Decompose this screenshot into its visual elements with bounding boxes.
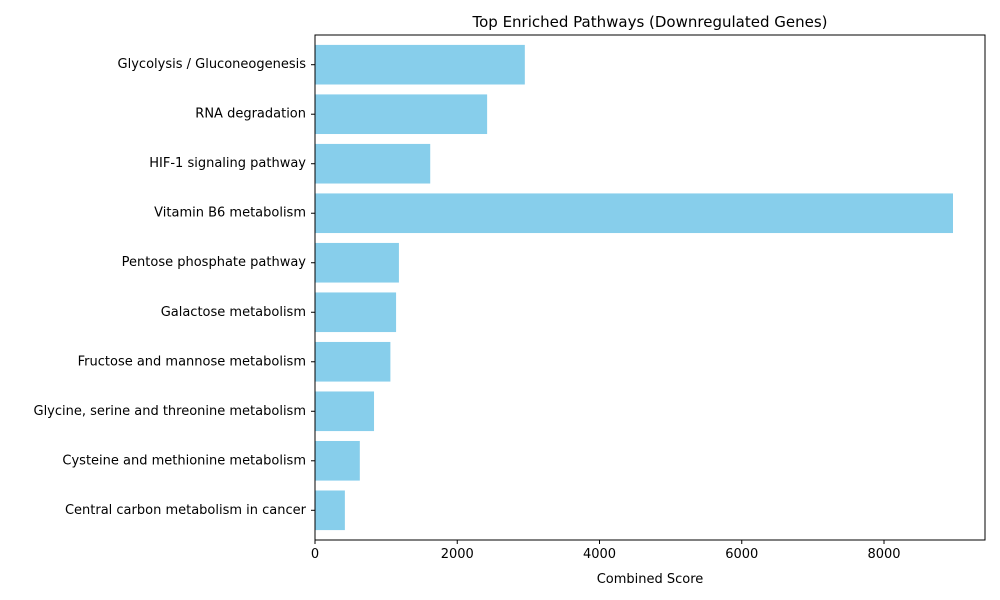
bar bbox=[315, 292, 397, 333]
x-axis-ticks: 0 2000 4000 6000 8000 bbox=[311, 540, 901, 562]
bar bbox=[315, 94, 488, 135]
x-tick-label: 0 bbox=[311, 547, 319, 562]
bar bbox=[315, 242, 399, 283]
bar bbox=[315, 44, 525, 85]
y-axis-ticks: Glycolysis / Gluconeogenesis RNA degradat… bbox=[34, 57, 315, 518]
bar bbox=[315, 440, 360, 481]
bar bbox=[315, 143, 431, 184]
x-axis-label: Combined Score bbox=[597, 572, 704, 587]
plot-frame bbox=[314, 34, 986, 541]
y-tick-label: Vitamin B6 metabolism bbox=[154, 206, 306, 221]
bar bbox=[315, 341, 391, 382]
y-tick-label: Fructose and mannose metabolism bbox=[78, 354, 306, 369]
bar bbox=[315, 391, 375, 432]
y-tick-label: HIF-1 signaling pathway bbox=[149, 156, 306, 171]
y-tick-label: Glycine, serine and threonine metabolism bbox=[34, 404, 307, 419]
x-tick-label: 6000 bbox=[725, 547, 758, 562]
y-tick-label: Cysteine and methionine metabolism bbox=[62, 453, 306, 468]
y-tick-label: Galactose metabolism bbox=[161, 305, 306, 320]
y-tick-label: Central carbon metabolism in cancer bbox=[65, 503, 307, 518]
bar bbox=[315, 490, 345, 531]
bars-layer bbox=[315, 44, 953, 531]
x-tick-label: 8000 bbox=[867, 547, 900, 562]
y-tick-label: Glycolysis / Gluconeogenesis bbox=[118, 57, 307, 72]
y-tick-label: RNA degradation bbox=[195, 107, 306, 122]
chart-title: Top Enriched Pathways (Downregulated Gen… bbox=[471, 13, 827, 31]
x-tick-label: 4000 bbox=[583, 547, 616, 562]
x-tick-label: 2000 bbox=[441, 547, 474, 562]
y-tick-label: Pentose phosphate pathway bbox=[122, 255, 307, 270]
bar bbox=[315, 193, 953, 234]
